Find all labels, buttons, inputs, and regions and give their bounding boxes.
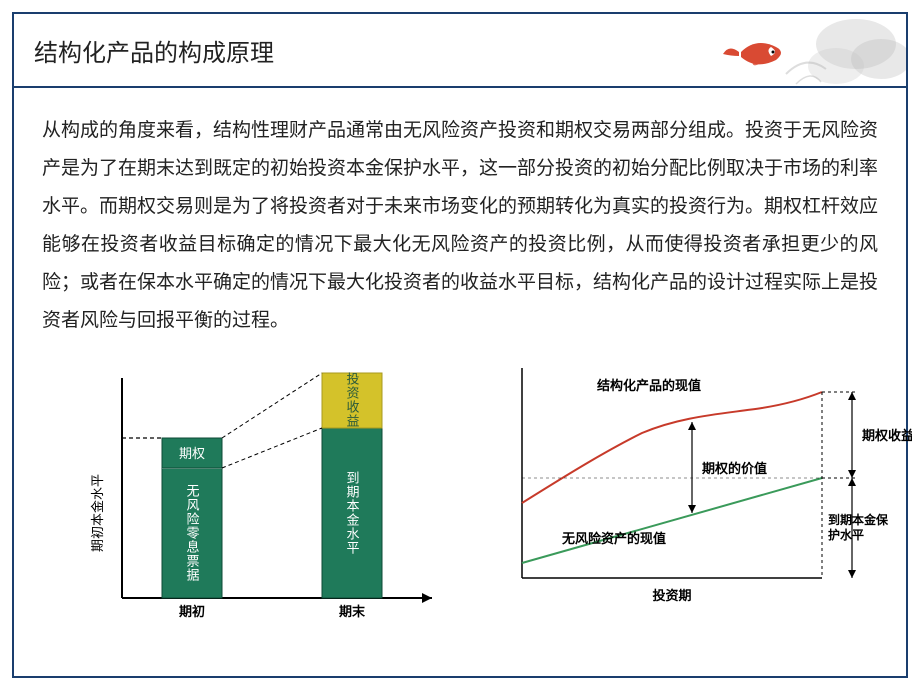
label-top-curve: 结构化产品的现值 xyxy=(597,378,701,393)
bar-initial: 无风险零息票据 期权 xyxy=(162,438,222,598)
diagram-line-chart: 结构化产品的现值 期权的价值 无风险资产的现值 期权收益 xyxy=(492,348,912,628)
label-right-bottom: 到期本金保 护水平 xyxy=(828,512,891,542)
diagram-row: 期初本金水平 无风险零息票据 期权 期初 xyxy=(42,348,878,628)
bar-seg-label: 期权 xyxy=(179,446,205,461)
label-x-axis: 投资期 xyxy=(652,588,691,603)
green-line xyxy=(522,478,822,563)
content-area: 从构成的角度来看，结构性理财产品通常由无风险资产投资和期权交易两部分组成。投资于… xyxy=(14,88,906,638)
y-axis-label: 期初本金水平 xyxy=(90,474,105,552)
body-paragraph: 从构成的角度来看，结构性理财产品通常由无风险资产投资和期权交易两部分组成。投资于… xyxy=(42,112,878,340)
header-bar: 结构化产品的构成原理 xyxy=(14,14,906,88)
label-bottom-line: 无风险资产的现值 xyxy=(561,531,666,546)
bar-x-label: 期末 xyxy=(339,604,366,619)
header-decoration xyxy=(586,14,906,88)
label-right-top: 期权收益 xyxy=(862,428,912,443)
bar-seg-label: 到期本金水平 xyxy=(345,471,360,555)
red-curve xyxy=(522,392,822,503)
bar-x-label: 期初 xyxy=(179,604,205,619)
label-mid-gap: 期权的价值 xyxy=(702,461,767,476)
diagram-bar-chart: 期初本金水平 无风险零息票据 期权 期初 xyxy=(52,348,452,628)
slide-title: 结构化产品的构成原理 xyxy=(34,33,274,68)
bar-final: 到期本金水平 投资收益 xyxy=(322,371,382,598)
slide-frame: 结构化产品的构成原理 从构成的角度来看，结构性理财产品通常由无风险资产投资和期权… xyxy=(12,12,908,678)
bar-seg-label: 投资收益 xyxy=(345,371,360,428)
bar-seg-label: 无风险零息票据 xyxy=(185,484,200,582)
